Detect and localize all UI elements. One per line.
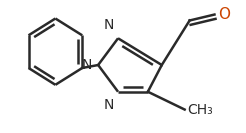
Text: N: N [82,58,92,72]
Text: O: O [218,7,231,22]
Text: CH₃: CH₃ [188,103,213,117]
Text: N: N [104,18,114,32]
Text: N: N [104,98,114,112]
